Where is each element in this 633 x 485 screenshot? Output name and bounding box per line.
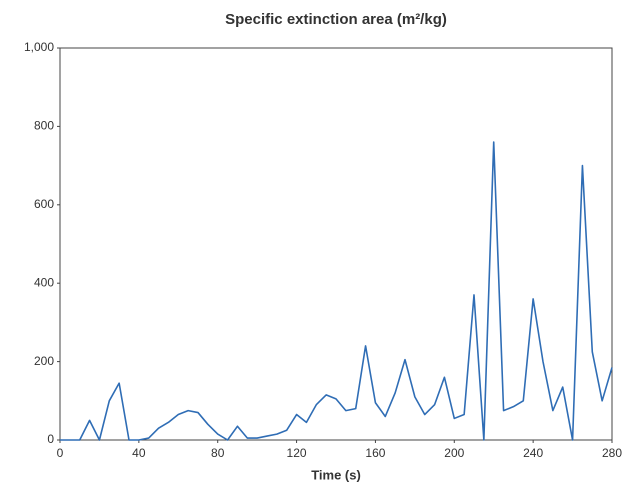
x-tick-label: 200	[444, 446, 464, 460]
x-tick-label: 160	[365, 446, 385, 460]
x-tick-label: 80	[211, 446, 225, 460]
y-tick-label: 600	[34, 197, 54, 211]
y-tick-label: 400	[34, 275, 54, 289]
y-tick-label: 0	[47, 432, 54, 446]
x-tick-label: 120	[287, 446, 307, 460]
y-tick-label: 800	[34, 119, 54, 133]
plot-frame	[59, 47, 613, 441]
x-tick-label: 280	[602, 446, 622, 460]
x-tick-label: 40	[132, 446, 146, 460]
x-tick-label: 240	[523, 446, 543, 460]
x-axis-title: Time (s)	[311, 467, 361, 482]
y-tick-label: 200	[34, 354, 54, 368]
y-tick-label: 1,000	[24, 40, 54, 54]
x-tick-label: 0	[57, 446, 64, 460]
chart-title: Specific extinction area (m²/kg)	[225, 11, 447, 28]
data-line	[60, 141, 613, 441]
